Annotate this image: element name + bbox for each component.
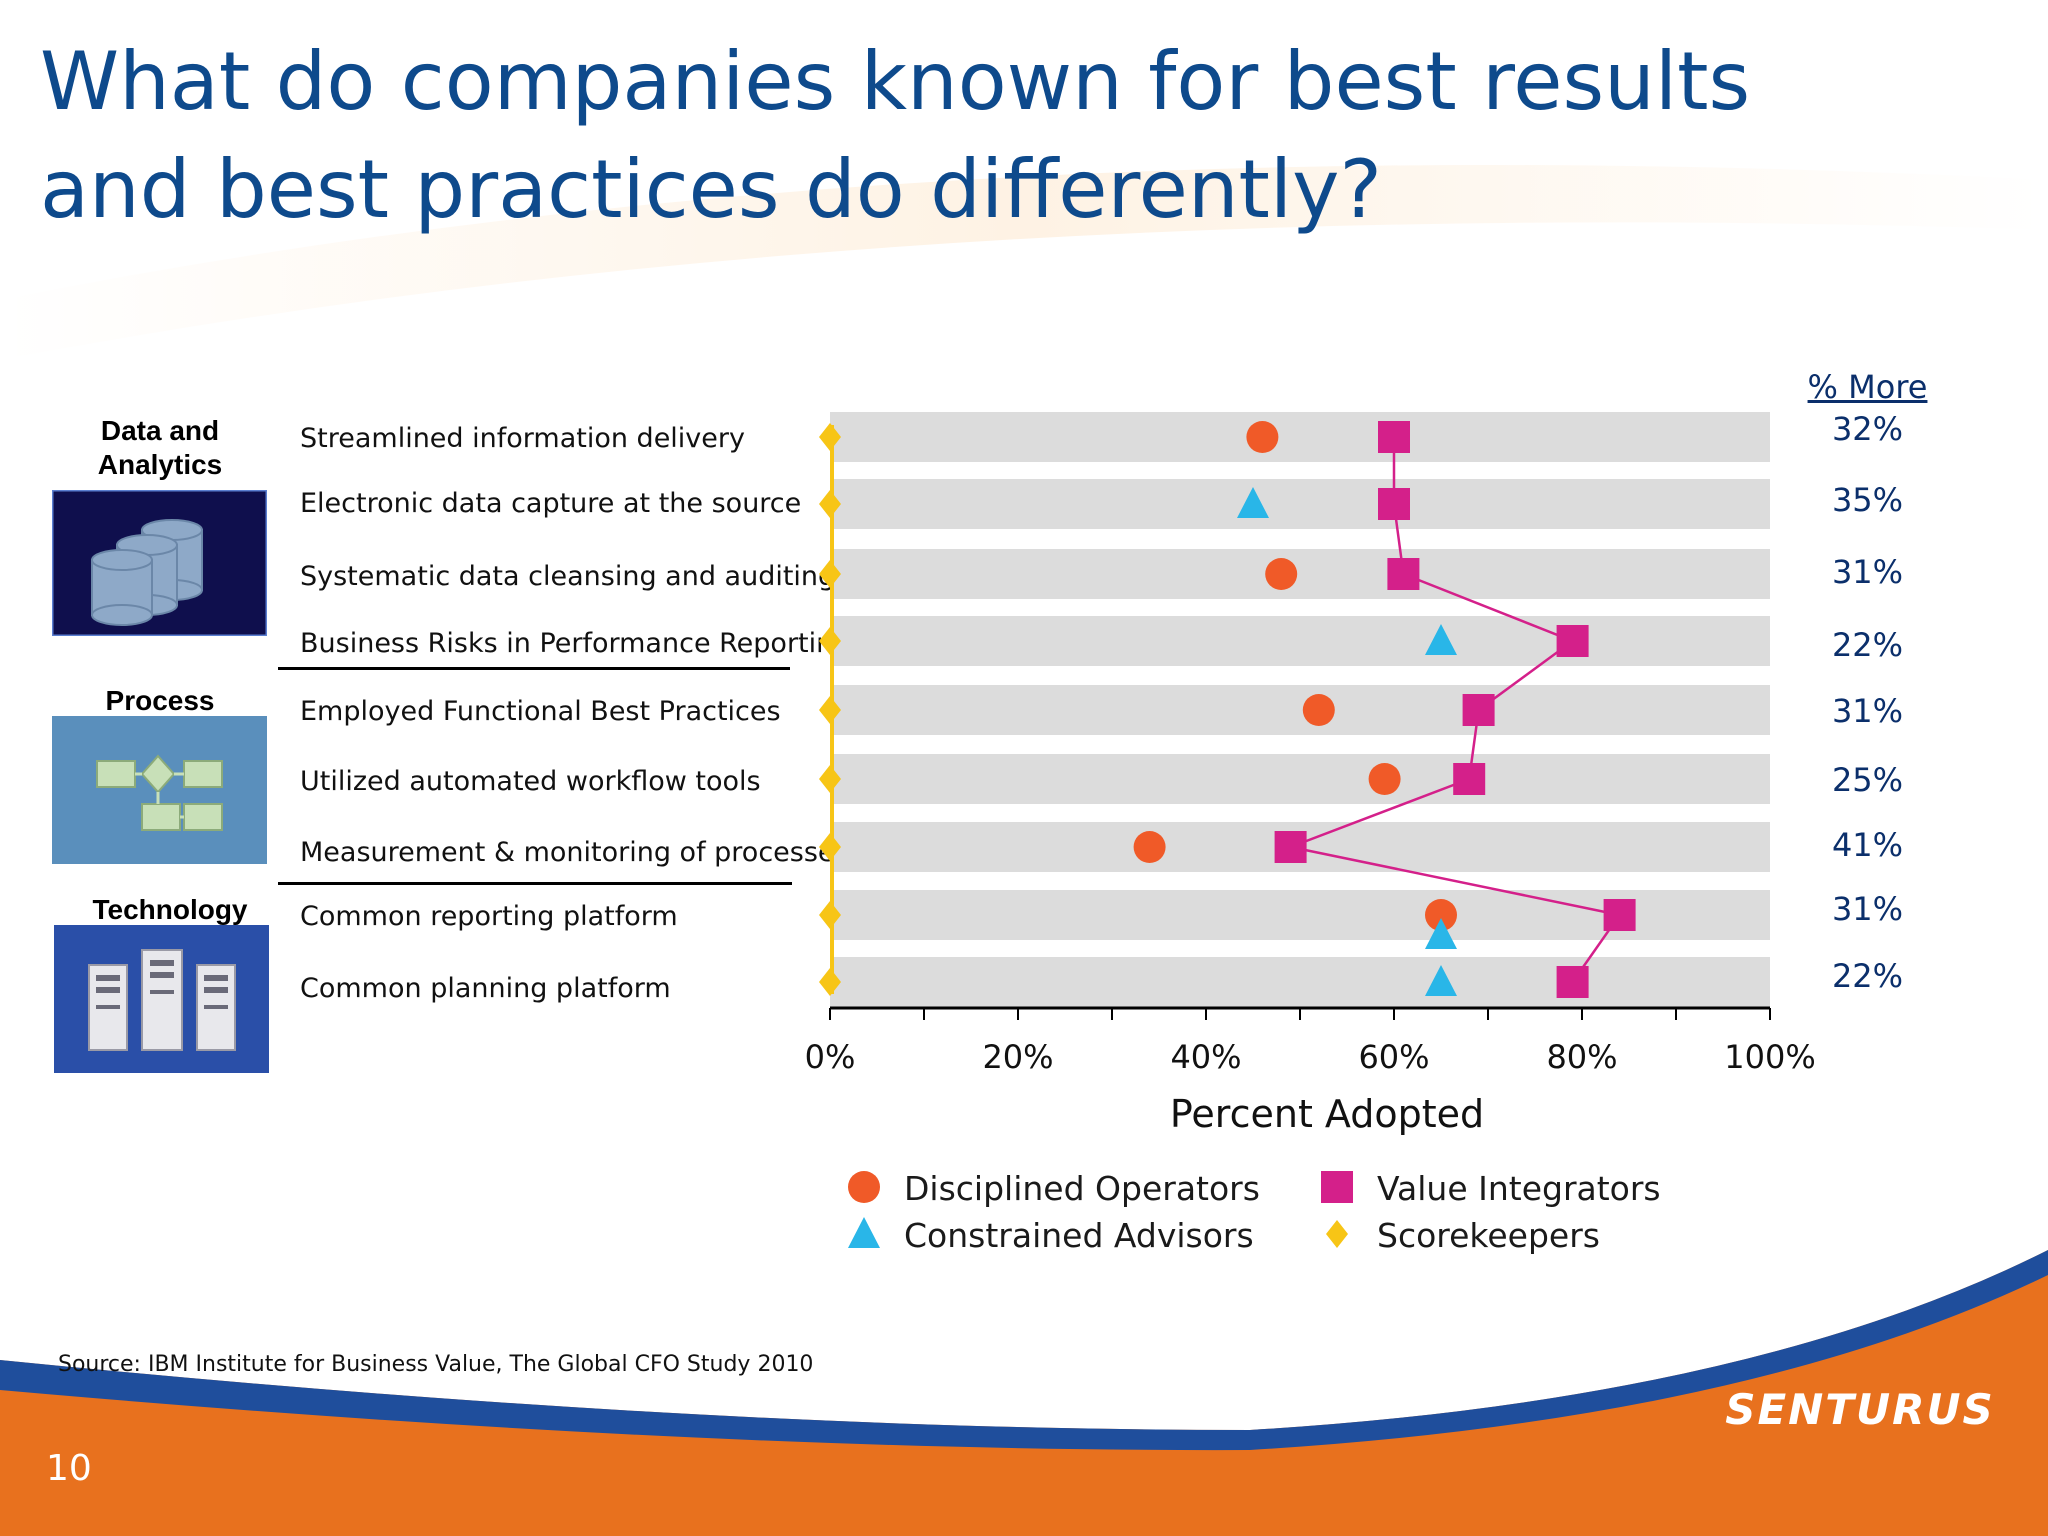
value-integrators-point bbox=[1387, 558, 1420, 590]
pct-more-value: 35% bbox=[1831, 481, 1904, 519]
x-axis-title: Percent Adopted bbox=[1170, 1092, 1484, 1136]
workflow-icon bbox=[52, 716, 267, 864]
slide-title: What do companies known for best results… bbox=[40, 35, 1751, 236]
value-integrators-point bbox=[1378, 421, 1410, 453]
section-divider bbox=[278, 667, 790, 670]
value-integrators-point bbox=[1274, 831, 1307, 863]
constrained-advisors-point bbox=[1425, 965, 1457, 996]
pct-more-value: 25% bbox=[1831, 761, 1904, 799]
legend-marker bbox=[1321, 1171, 1353, 1203]
legend-marker bbox=[848, 1217, 880, 1248]
value-integrators-point bbox=[1462, 694, 1495, 726]
scorekeepers-point bbox=[819, 423, 841, 451]
category-label-technology: Technology bbox=[92, 894, 248, 925]
page-number: 10 bbox=[46, 1448, 92, 1489]
disciplined-operators-point bbox=[1302, 694, 1335, 726]
x-tick-label: 40% bbox=[1170, 1038, 1241, 1076]
pct-more-value: 22% bbox=[1831, 626, 1904, 664]
pct-more-value: 31% bbox=[1831, 890, 1904, 928]
constrained-advisors-point bbox=[1425, 624, 1457, 655]
value-integrators-point bbox=[1603, 899, 1636, 931]
database-icon bbox=[52, 490, 267, 636]
scorekeepers-point bbox=[819, 627, 841, 655]
scorekeepers-point bbox=[819, 765, 841, 793]
pct-more-value: 31% bbox=[1831, 553, 1904, 591]
value-integrators-point bbox=[1378, 488, 1410, 520]
pct-more-value: 41% bbox=[1831, 826, 1904, 864]
scorekeepers-point bbox=[819, 560, 841, 588]
legend-label: Value Integrators bbox=[1377, 1169, 1661, 1208]
disciplined-operators-point bbox=[1265, 558, 1298, 590]
row-band bbox=[830, 549, 1770, 599]
servers-icon bbox=[54, 925, 269, 1073]
section-divider bbox=[278, 882, 792, 885]
category-label-process: Process bbox=[105, 685, 215, 716]
value-integrators-point bbox=[1556, 966, 1589, 998]
legend-marker bbox=[1326, 1220, 1348, 1248]
x-tick-label: 100% bbox=[1724, 1038, 1815, 1076]
row-label-functional-practices: Employed Functional Best Practices bbox=[300, 696, 781, 727]
row-label-streamlined-delivery: Streamlined information delivery bbox=[300, 423, 745, 454]
pct-more-header: % More bbox=[1807, 368, 1928, 406]
scorekeepers-point bbox=[819, 696, 841, 724]
row-band bbox=[830, 479, 1770, 529]
scorekeepers-point bbox=[819, 490, 841, 518]
pct-more-value: 32% bbox=[1831, 410, 1904, 448]
x-tick-label: 60% bbox=[1358, 1038, 1429, 1076]
x-tick-label: 80% bbox=[1546, 1038, 1617, 1076]
row-label-reporting-platform: Common reporting platform bbox=[300, 901, 678, 932]
row-label-measurement: Measurement & monitoring of processes bbox=[300, 837, 849, 868]
legend-marker bbox=[848, 1171, 880, 1203]
disciplined-operators-point bbox=[1246, 421, 1279, 453]
constrained-advisors-point bbox=[1425, 918, 1457, 949]
category-label-data-analytics: Data and Analytics bbox=[97, 415, 223, 480]
x-tick-label: 0% bbox=[805, 1038, 856, 1076]
legend-label: Disciplined Operators bbox=[904, 1169, 1260, 1208]
row-band bbox=[830, 616, 1770, 666]
row-band bbox=[830, 685, 1770, 735]
scorekeepers-point bbox=[819, 833, 841, 861]
row-band bbox=[830, 412, 1770, 462]
row-label-business-risks: Business Risks in Performance Reporting bbox=[300, 628, 851, 659]
row-band bbox=[830, 754, 1770, 804]
value-integrators-point bbox=[1453, 763, 1486, 795]
scorekeepers-point bbox=[819, 901, 841, 929]
constrained-advisors-point bbox=[1237, 487, 1269, 518]
row-label-electronic-capture: Electronic data capture at the source bbox=[300, 488, 802, 519]
row-label-workflow-tools: Utilized automated workflow tools bbox=[300, 766, 761, 797]
value-integrators-point bbox=[1556, 625, 1589, 657]
scorekeepers-point bbox=[819, 968, 841, 996]
row-label-data-cleansing: Systematic data cleansing and auditing bbox=[300, 561, 836, 592]
row-label-planning-platform: Common planning platform bbox=[300, 973, 671, 1004]
disciplined-operators-point bbox=[1368, 763, 1401, 795]
row-band bbox=[830, 957, 1770, 1007]
legend-label: Scorekeepers bbox=[1377, 1216, 1600, 1255]
pct-more-value: 31% bbox=[1831, 692, 1904, 730]
pct-more-value: 22% bbox=[1831, 957, 1904, 995]
disciplined-operators-point bbox=[1133, 831, 1166, 863]
x-tick-label: 20% bbox=[982, 1038, 1053, 1076]
brand-logo: SENTURUS bbox=[1725, 1385, 1995, 1434]
legend-label: Constrained Advisors bbox=[904, 1216, 1254, 1255]
source-note: Source: IBM Institute for Business Value… bbox=[58, 1352, 814, 1377]
disciplined-operators-point bbox=[1425, 899, 1457, 931]
